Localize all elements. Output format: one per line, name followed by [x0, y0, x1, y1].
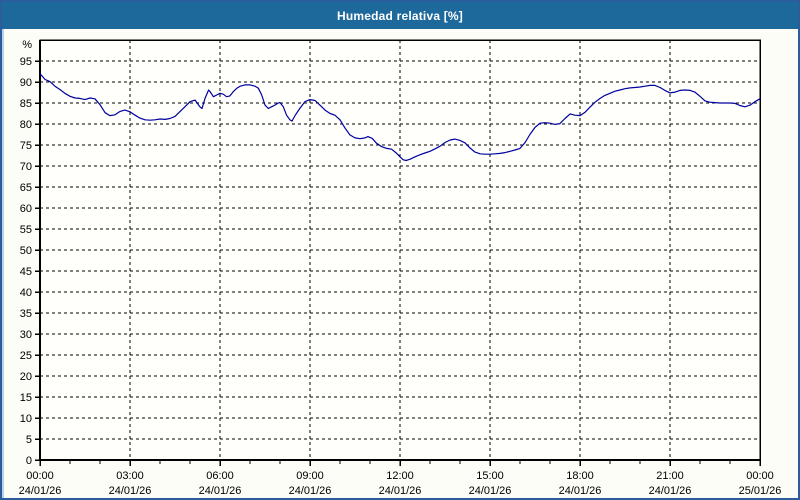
x-tick-date-label: 25/01/26 [739, 485, 782, 497]
x-tick-time-label: 21:00 [656, 470, 684, 482]
x-tick-time-label: 12:00 [386, 470, 414, 482]
chart-area: 0 5 10 15 20 25 30 35 40 45 50 55 60 65 70 75 80 85 90 95% 0… [2, 29, 798, 498]
y-tick-label: 45 [20, 266, 32, 278]
x-tick-time-label: 03:00 [116, 470, 144, 482]
titlebar: Humedad relativa [%] [2, 2, 798, 29]
x-tick-date-label: 24/01/26 [289, 485, 332, 497]
y-tick-label: 90 [20, 77, 32, 89]
x-tick-time-label: 15:00 [476, 470, 504, 482]
y-tick-label: 25 [20, 350, 32, 362]
y-tick-label: 15 [20, 392, 32, 404]
x-tick-date-label: 24/01/26 [19, 485, 62, 497]
chart-title: Humedad relativa [%] [336, 8, 464, 23]
x-tick-time-label: 09:00 [296, 470, 324, 482]
humidity-series-line [39, 73, 761, 162]
x-tick-time-label: 18:00 [566, 470, 594, 482]
x-tick-time-label: 00:00 [26, 470, 54, 482]
y-tick-label: 65 [20, 182, 32, 194]
y-tick-label: 95 [20, 56, 32, 68]
y-tick-label: 85 [20, 98, 32, 110]
x-tick-date-label: 24/01/26 [199, 485, 242, 497]
y-tick-label: 60 [20, 203, 32, 215]
y-tick-label: 50 [20, 245, 32, 257]
y-tick-label: 5 [26, 434, 32, 446]
y-axis-unit-label: % [22, 39, 32, 51]
x-tick-date-label: 24/01/26 [109, 485, 152, 497]
y-tick-label: 70 [20, 161, 32, 173]
y-tick-label: 10 [20, 413, 32, 425]
y-tick-label: 75 [20, 140, 32, 152]
x-tick-date-label: 24/01/26 [469, 485, 512, 497]
y-tick-label: 30 [20, 329, 32, 341]
y-tick-label: 55 [20, 224, 32, 236]
y-tick-label: 80 [20, 119, 32, 131]
x-tick-date-label: 24/01/26 [379, 485, 422, 497]
y-tick-label: 20 [20, 371, 32, 383]
y-tick-label: 0 [26, 455, 32, 467]
x-tick-time-label: 06:00 [206, 470, 234, 482]
humidity-line-chart: 0 5 10 15 20 25 30 35 40 45 50 55 60 65 70 75 80 85 90 95% 0… [19, 39, 782, 497]
y-tick-label: 35 [20, 308, 32, 320]
x-tick-date-label: 24/01/26 [649, 485, 692, 497]
x-tick-time-label: 00:00 [746, 470, 774, 482]
x-tick-date-label: 24/01/26 [559, 485, 602, 497]
y-tick-label: 40 [20, 287, 32, 299]
